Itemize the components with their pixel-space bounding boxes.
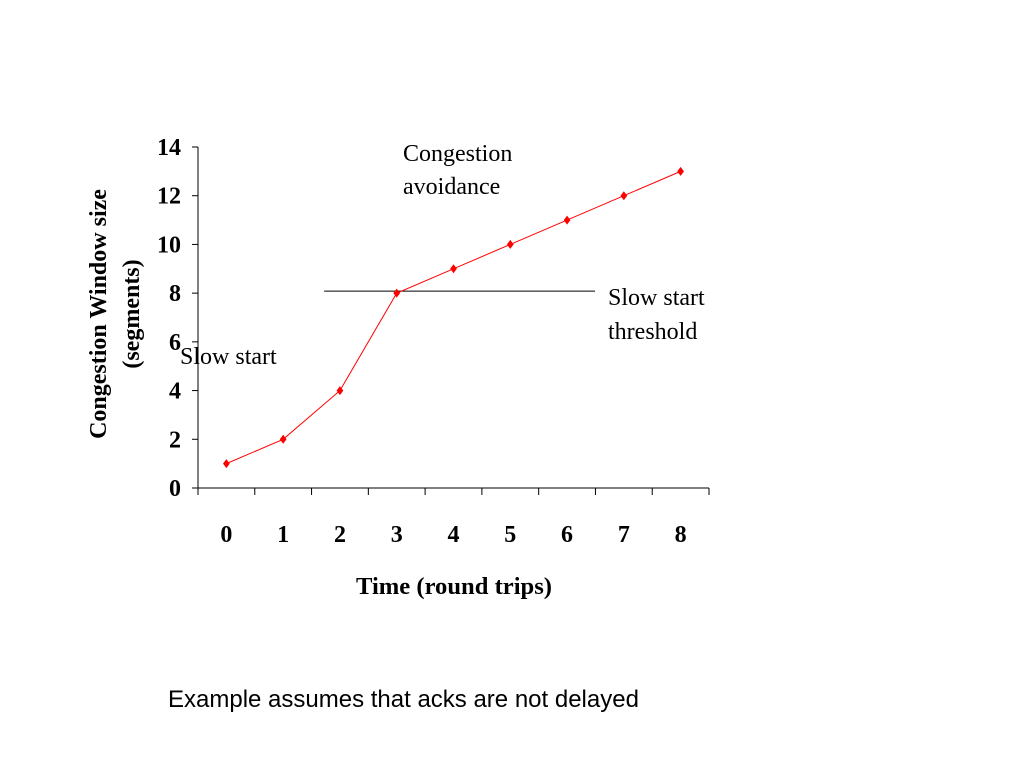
x-tick-label: 7 [618, 522, 630, 548]
x-tick-label: 0 [220, 522, 232, 548]
y-tick-label: 8 [169, 281, 181, 307]
data-point-marker [506, 239, 514, 249]
data-point-marker [336, 386, 344, 396]
y-axis-title-line-2: (segments) [119, 259, 145, 368]
y-tick-label: 0 [169, 476, 181, 502]
y-tick-label: 2 [169, 427, 181, 453]
data-point-marker [393, 288, 401, 298]
y-tick-label: 10 [157, 232, 181, 258]
x-tick-label: 4 [448, 522, 460, 548]
x-tick-label: 2 [334, 522, 346, 548]
x-tick-label: 6 [561, 522, 573, 548]
y-tick-label: 14 [157, 135, 181, 161]
data-point-marker [677, 166, 684, 176]
data-point-marker [620, 191, 628, 201]
y-tick-label: 12 [157, 184, 181, 210]
congestion-avoidance-annotation-line-1: Congestion [403, 141, 512, 167]
chart-caption: Example assumes that acks are not delaye… [168, 686, 639, 713]
y-axis-title-line-1: Congestion Window size [86, 189, 112, 439]
x-tick-label: 5 [504, 522, 516, 548]
data-point-marker [563, 215, 571, 225]
y-tick-label: 6 [169, 330, 181, 356]
data-point-marker [279, 434, 287, 444]
series-line [226, 170, 681, 465]
chart-series [223, 166, 684, 469]
congestion-avoidance-annotation-line-2: avoidance [403, 174, 500, 200]
x-tick-label: 3 [391, 522, 403, 548]
slow-start-annotation: Slow start [180, 344, 277, 370]
chart-axes [197, 147, 709, 489]
y-axis-title: Congestion Window size (segments) [86, 189, 145, 439]
threshold-label-line-1: Slow start [608, 285, 705, 311]
x-tick-label: 8 [675, 522, 687, 548]
x-tick-label: 1 [277, 522, 289, 548]
chart-ticks [192, 146, 710, 495]
data-point-marker [450, 264, 457, 274]
threshold-label-line-2: threshold [608, 319, 697, 345]
x-axis-title: Time (round trips) [356, 574, 552, 600]
data-point-marker [223, 459, 230, 469]
y-tick-label: 4 [169, 379, 181, 405]
